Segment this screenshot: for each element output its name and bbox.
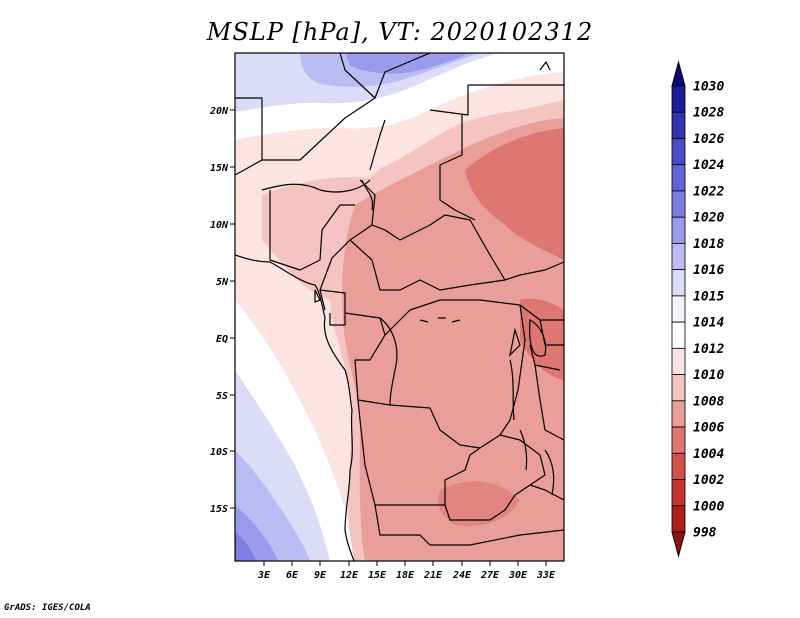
lon-tick-12e: 12E bbox=[340, 570, 359, 581]
colorbar-label: 1024 bbox=[693, 158, 724, 173]
lon-tick-6e: 6E bbox=[286, 570, 299, 581]
field-1006-east bbox=[465, 128, 564, 260]
colorbar-bottom-arrow bbox=[671, 531, 686, 558]
colorbar-label: 1004 bbox=[693, 447, 724, 462]
colorbar-swatch bbox=[671, 164, 686, 192]
lat-tick-15n: 15N bbox=[210, 163, 229, 174]
lat-tick-10n: 10N bbox=[210, 220, 229, 231]
grads-credit: GrADS: IGES/COLA bbox=[4, 603, 91, 613]
lon-tick-27e: 27E bbox=[480, 570, 500, 581]
field-1020-ocean bbox=[235, 532, 256, 561]
lat-tick-20n: 20N bbox=[209, 106, 229, 117]
colorbar-label: 1014 bbox=[693, 316, 724, 331]
lon-tick-30e: 30E bbox=[508, 570, 528, 581]
pressure-field bbox=[235, 53, 564, 561]
colorbar-label: 1016 bbox=[693, 263, 724, 278]
country-borders bbox=[235, 53, 564, 546]
field-1018-north bbox=[345, 53, 470, 74]
colorbar-label: 1000 bbox=[693, 499, 724, 514]
colorbar-label: 1010 bbox=[693, 368, 724, 383]
colorbar-label: 1018 bbox=[693, 237, 724, 252]
colorbar-label: 1008 bbox=[693, 394, 724, 409]
lon-tick-18e: 18E bbox=[396, 570, 415, 581]
colorbar-swatch bbox=[671, 190, 686, 218]
colorbar-swatch bbox=[671, 479, 686, 507]
colorbar-top-arrow bbox=[671, 60, 686, 87]
lat-tick-15s: 15S bbox=[210, 504, 228, 515]
colorbar-swatch bbox=[671, 321, 686, 349]
colorbar-label: 1026 bbox=[693, 132, 724, 147]
colorbar-swatch bbox=[671, 505, 686, 533]
lat-tick-5n: 5N bbox=[216, 277, 229, 288]
lon-tick-15e: 15E bbox=[368, 570, 387, 581]
lon-tick-33e: 33E bbox=[536, 570, 556, 581]
colorbar-label: 1022 bbox=[693, 184, 724, 199]
colorbar-label: 1015 bbox=[693, 289, 724, 304]
colorbar-swatch bbox=[671, 138, 686, 166]
lon-tick-9e: 9E bbox=[314, 570, 327, 581]
colorbar-swatch bbox=[671, 347, 686, 375]
map-frame bbox=[234, 52, 565, 562]
lon-tick-24e: 24E bbox=[452, 570, 472, 581]
colorbar-swatch bbox=[671, 111, 686, 139]
field-1006-south bbox=[438, 481, 520, 527]
colorbar-swatch bbox=[671, 452, 686, 480]
field-1006-lake bbox=[520, 298, 564, 380]
colorbar-swatch bbox=[671, 374, 686, 402]
colorbar-label: 1002 bbox=[693, 473, 724, 488]
coastline bbox=[235, 60, 555, 561]
colorbar-swatch bbox=[671, 269, 686, 297]
lat-axis bbox=[230, 109, 235, 509]
lat-tick-eq: EQ bbox=[216, 334, 228, 345]
lon-axis bbox=[263, 561, 547, 566]
colorbar-swatch bbox=[671, 295, 686, 323]
colorbar-label: 1028 bbox=[693, 106, 724, 121]
lon-tick-3e: 3E bbox=[257, 570, 271, 581]
lat-tick-10s: 10S bbox=[210, 447, 228, 458]
colorbar-label: 1020 bbox=[693, 211, 724, 226]
lat-tick-5s: 5S bbox=[216, 391, 228, 402]
lon-tick-21e: 21E bbox=[423, 570, 443, 581]
colorbar-label: 1030 bbox=[693, 80, 724, 95]
map-title: MSLP [hPa], VT: 2020102312 bbox=[206, 18, 594, 46]
colorbar-label: 1006 bbox=[693, 421, 724, 436]
field-1008-region bbox=[342, 118, 564, 561]
colorbar-swatch bbox=[671, 216, 686, 244]
colorbar-label: 1012 bbox=[693, 342, 724, 357]
colorbar-swatch bbox=[671, 243, 686, 271]
colorbar-label: 998 bbox=[693, 526, 717, 541]
colorbar: 1030 1028 1026 1024 1022 1020 1018 1016 1015 1014… bbox=[671, 60, 724, 558]
colorbar-swatch bbox=[671, 426, 686, 454]
colorbar-swatch bbox=[671, 85, 686, 113]
colorbar-swatch bbox=[671, 400, 686, 428]
